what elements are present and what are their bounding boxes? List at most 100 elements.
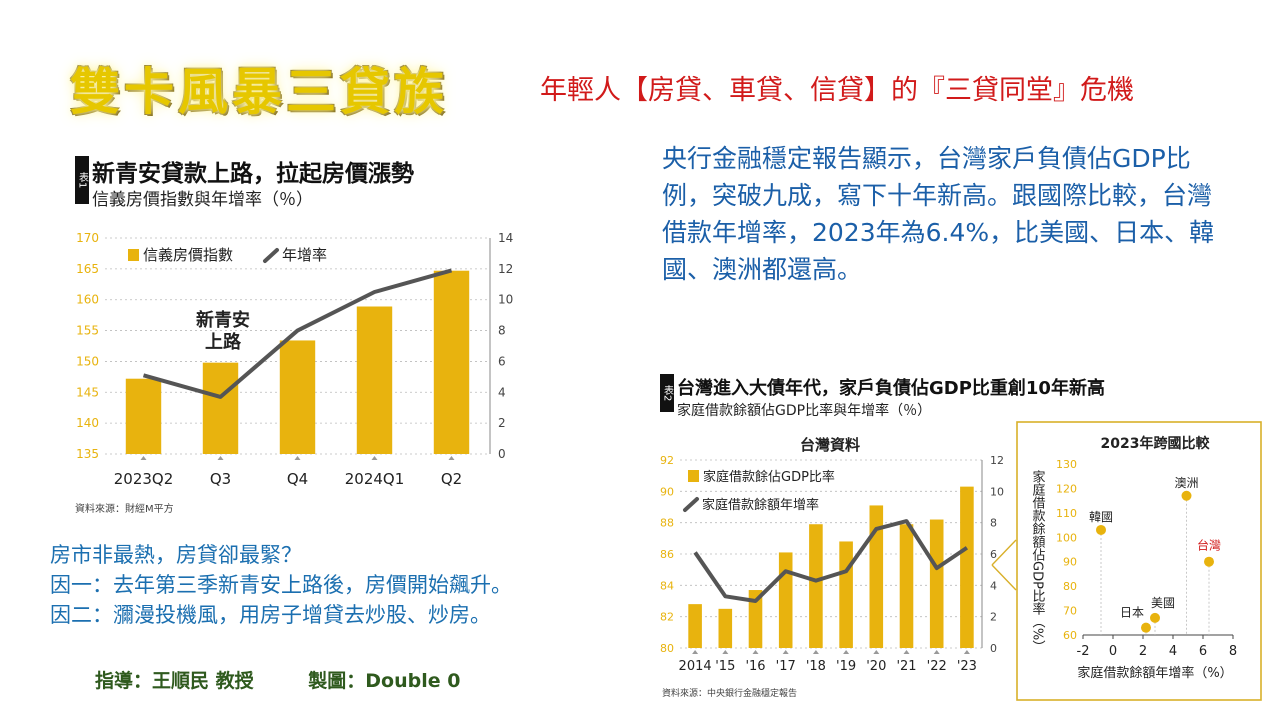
y2-tick-label: 2	[498, 416, 506, 430]
bar	[899, 524, 914, 648]
note-line-3: 因二：瀰漫投機風，用房子增貸去炒股、炒房。	[50, 603, 491, 627]
x-tick-label: 6	[1199, 644, 1207, 659]
bar	[718, 608, 733, 648]
note-line-1: 房市非最熱，房貸卻最緊？	[50, 543, 302, 567]
legend-bar-swatch	[688, 470, 699, 482]
legend-line-label: 年增率	[282, 246, 327, 264]
bar	[125, 378, 162, 454]
x-tick-label: '22	[927, 659, 947, 674]
y-tick-label: 100	[1056, 531, 1077, 544]
y2-tick-label: 12	[498, 262, 513, 276]
y-tick-label: 90	[1063, 556, 1077, 569]
bar	[778, 552, 793, 648]
bar	[688, 604, 702, 648]
legend-line-swatch	[683, 497, 699, 512]
y2-tick-label: 10	[990, 485, 1004, 498]
chart1-tag-text: 表1	[76, 171, 88, 189]
y2-tick-label: 10	[498, 293, 513, 307]
subtitle: 年輕人【房貸、車貸、信貸】的『三貸同堂』危機	[540, 75, 1134, 106]
scatter-label: 澳洲	[1174, 476, 1198, 490]
main-title: 雙卡風暴三貸族	[70, 62, 448, 121]
x-tick-label: '17	[776, 659, 796, 674]
credit-advisor: 指導：王順民 教授	[95, 670, 254, 692]
x-tick-label: '16	[745, 659, 765, 674]
x-tick-label: Q2	[441, 470, 462, 488]
scatter-point	[1150, 612, 1160, 623]
bar	[869, 505, 884, 648]
y-tick-label: 150	[76, 354, 99, 368]
scatter-point	[1096, 524, 1106, 535]
x-tick-label: '21	[896, 659, 916, 674]
x-tick-label: Q4	[287, 470, 308, 488]
chart2-household-debt: 台灣資料 80 82 84 86 88 90 92 0 2 4 6 8 10 12 2014'15 '16 '17…	[660, 436, 1017, 674]
bar	[433, 270, 470, 454]
chart2-tag: 表2	[660, 374, 674, 412]
y-tick-label: 160	[76, 293, 99, 307]
y-tick-label: 120	[1056, 482, 1077, 495]
y2-tick-label: 8	[990, 517, 997, 530]
chart3-title: 2023年跨國比較	[1101, 435, 1211, 452]
y2-tick-label: 2	[990, 611, 997, 624]
scatter-label: 韓國	[1089, 510, 1113, 524]
y-tick-label: 60	[1063, 629, 1077, 642]
y-tick-label: 82	[660, 611, 674, 624]
x-tick-mark	[812, 650, 819, 654]
y-tick-label: 88	[660, 517, 674, 530]
x-tick-mark	[933, 650, 940, 654]
y2-tick-label: 6	[990, 548, 997, 561]
x-tick-label: '23	[957, 659, 977, 674]
y-tick-label: 90	[660, 485, 674, 498]
notes: 房市非最熱，房貸卻最緊？ 因一：去年第三季新青安上路後，房價開始飆升。 因二：瀰…	[50, 540, 512, 630]
summary-text: 央行金融穩定報告顯示，台灣家戶負債佔GDP比例，突破九成，寫下十年新高。跟國際比…	[662, 144, 1215, 284]
scatter-point	[1204, 556, 1214, 567]
legend-line-swatch	[263, 248, 279, 263]
y-tick-label: 130	[1056, 458, 1077, 471]
credit-maker: 製圖：Double 0	[308, 670, 461, 692]
y-tick-label: 140	[76, 416, 99, 430]
y-tick-label: 110	[1056, 507, 1077, 520]
x-tick-mark	[903, 650, 910, 654]
chart1-tag: 表1	[75, 156, 89, 204]
x-tick-label: Q3	[210, 470, 231, 488]
x-tick-mark	[217, 456, 224, 460]
y-tick-label: 70	[1063, 605, 1077, 618]
y2-tick-label: 4	[990, 579, 997, 592]
x-tick-mark	[782, 650, 789, 654]
chart2-title: 台灣進入大債年代，家戶負債佔GDP比重創10年新高	[677, 378, 1105, 399]
y2-tick-label: 0	[498, 447, 506, 461]
bar	[809, 524, 823, 648]
x-tick-mark	[752, 650, 759, 654]
y2-tick-label: 8	[498, 324, 506, 338]
x-tick-label: 8	[1229, 644, 1237, 659]
y-tick-label: 84	[660, 579, 674, 592]
y-tick-label: 80	[660, 642, 674, 655]
x-tick-label: '20	[866, 659, 886, 674]
legend-bar-label: 信義房價指數	[143, 246, 233, 264]
y-tick-label: 86	[660, 548, 674, 561]
y2-tick-label: 0	[990, 642, 997, 655]
y-tick-label: 135	[76, 447, 99, 461]
y-tick-label: 145	[76, 385, 99, 399]
x-tick-mark	[722, 650, 729, 654]
chart2-source: 資料來源：中央銀行金融穩定報告	[662, 689, 798, 699]
legend-line-label: 家庭借款餘額年增率	[702, 497, 819, 513]
x-tick-mark	[140, 456, 147, 460]
chart1-housing-price: 135 140 145 150 155 160 165 170 0 2 4 6 8 10 12 14 2023Q…	[76, 231, 513, 488]
x-tick-label: '15	[715, 659, 735, 674]
x-tick-label: 2024Q1	[345, 470, 405, 488]
chart3-ylabel: 家庭借款餘額佔GDP比率（%）	[1030, 469, 1046, 653]
x-tick-mark	[448, 456, 455, 460]
x-tick-mark	[692, 650, 699, 654]
bar	[929, 519, 944, 648]
annotation-line-1: 新青安	[196, 309, 250, 331]
chart2-tag-text: 表2	[661, 384, 673, 402]
annotation-line-2: 上路	[205, 331, 242, 353]
bar	[748, 590, 763, 648]
y2-tick-label: 12	[990, 454, 1004, 467]
x-tick-label: 0	[1109, 644, 1117, 659]
panel-frame	[1016, 421, 1262, 701]
panel-title: 台灣資料	[800, 436, 860, 454]
scatter-point	[1141, 622, 1151, 633]
note-line-2: 因一：去年第三季新青安上路後，房價開始飆升。	[50, 573, 512, 597]
x-tick-mark	[843, 650, 850, 654]
